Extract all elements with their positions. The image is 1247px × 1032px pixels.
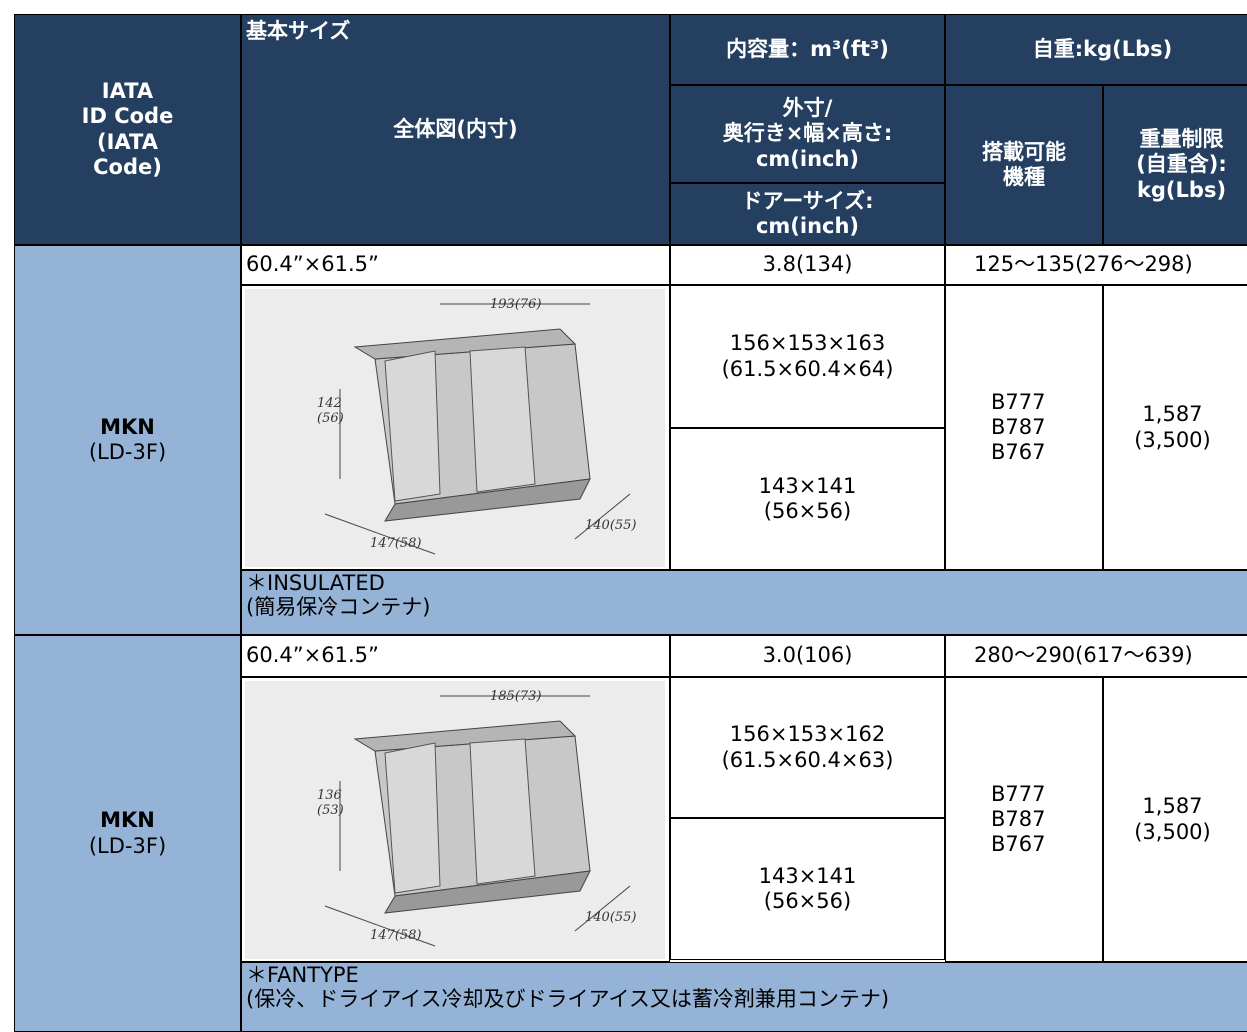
side-label: 140(55)	[585, 910, 637, 925]
container-code: MKN (LD-3F)	[14, 245, 241, 635]
width-label: 185(73)	[490, 689, 542, 704]
base-size: 60.4”×61.5”	[241, 245, 670, 285]
drawing-cell: 193(76) 142 (56) 147(58) 140(55)	[241, 285, 670, 570]
container-drawing: 193(76) 142 (56) 147(58) 140(55)	[245, 289, 665, 567]
subcode: (LD-3F)	[88, 440, 167, 464]
subcode: (LD-3F)	[88, 833, 167, 858]
note: ＊INSULATED (簡易保冷コンテナ)	[241, 570, 1247, 635]
tare: 125〜135(276〜298)	[945, 245, 1247, 285]
capacity-header: 内容量：m³(ft³)	[670, 14, 945, 85]
capacity: 3.0(106)	[670, 635, 945, 677]
door-size: 143×141 (56×56)	[670, 818, 945, 960]
container-drawing: 185(73) 136 (53) 147(58) 140(55)	[245, 681, 665, 959]
depth-label: 147(58)	[370, 536, 422, 551]
outer-size: 156×153×163 (61.5×60.4×64)	[670, 285, 945, 428]
capacity: 3.8(134)	[670, 245, 945, 285]
outer-header: 外寸/ 奥行き×幅×高さ: cm(inch)	[670, 85, 945, 183]
aircraft-header: 搭載可能 機種	[945, 85, 1103, 245]
container-code: MKN (LD-3F)	[14, 635, 241, 1032]
weight-limit: 1,587 (3,500)	[1103, 677, 1247, 962]
code: MKN	[100, 808, 155, 833]
weight-limit-header: 重量制限 (自重含): kg(Lbs)	[1103, 85, 1247, 245]
height-label: 136 (53)	[317, 788, 344, 818]
note: ＊FANTYPE (保冷、ドライアイス冷却及びドライアイス又は蓄冷剤兼用コンテナ…	[241, 962, 1247, 1032]
drawing-cell: 185(73) 136 (53) 147(58) 140(55)	[241, 677, 670, 962]
tare: 280〜290(617〜639)	[945, 635, 1247, 677]
aircraft: B777 B787 B767	[945, 677, 1103, 962]
outer-size: 156×153×162 (61.5×60.4×63)	[670, 677, 945, 818]
tare-header: 自重:kg(Lbs)	[945, 14, 1247, 85]
depth-label: 147(58)	[370, 928, 422, 943]
weight-limit: 1,587 (3,500)	[1103, 285, 1247, 570]
door-header: ドアーサイズ: cm(inch)	[670, 183, 945, 245]
overview-header: 全体図(内寸) 基本サイズ	[241, 14, 670, 245]
iata-header: IATA ID Code (IATA Code)	[14, 14, 241, 245]
basic-size-header: 基本サイズ	[246, 19, 351, 43]
height-label: 142 (56)	[317, 396, 344, 426]
base-size: 60.4”×61.5”	[241, 635, 670, 677]
door-size: 143×141 (56×56)	[670, 428, 945, 570]
aircraft: B777 B787 B767	[945, 285, 1103, 570]
side-label: 140(55)	[585, 518, 637, 533]
width-label: 193(76)	[490, 297, 542, 312]
code: MKN	[100, 414, 155, 439]
